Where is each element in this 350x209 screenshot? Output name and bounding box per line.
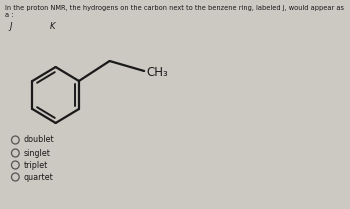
Text: triplet: triplet (24, 161, 48, 169)
Text: quartet: quartet (24, 172, 54, 181)
Text: K: K (50, 22, 55, 31)
Text: In the proton NMR, the hydrogens on the carbon next to the benzene ring, labeled: In the proton NMR, the hydrogens on the … (5, 5, 344, 18)
Text: CH₃: CH₃ (146, 65, 168, 79)
Text: singlet: singlet (24, 149, 51, 158)
Text: doublet: doublet (24, 135, 55, 144)
Text: J: J (9, 22, 12, 31)
